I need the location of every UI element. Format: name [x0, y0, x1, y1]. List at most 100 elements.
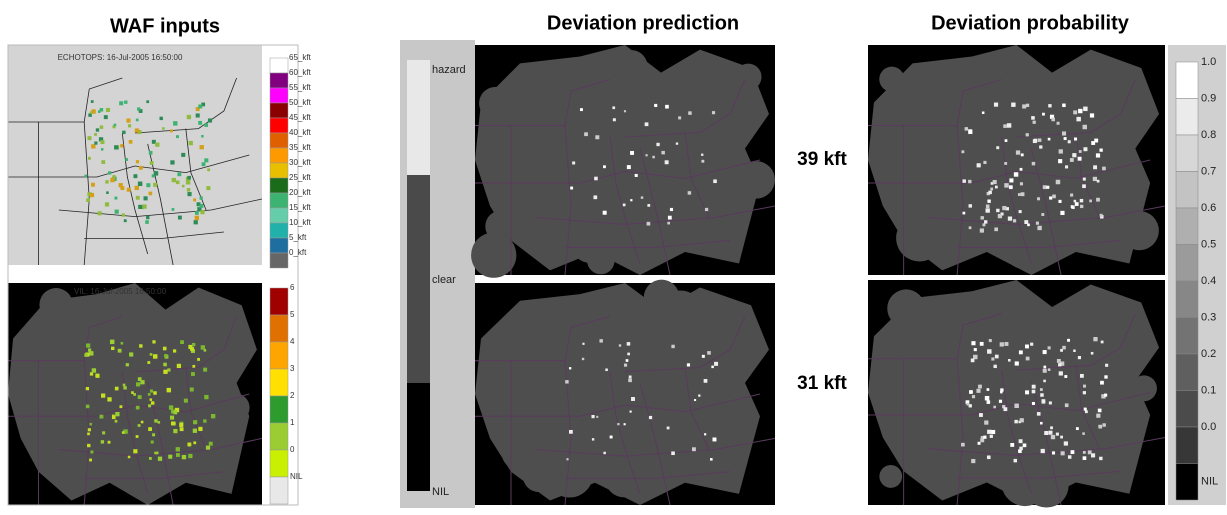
weather-cell [1058, 159, 1062, 163]
weather-cell [136, 160, 139, 163]
colorbar-segment [270, 238, 288, 253]
weather-cell [1003, 124, 1007, 128]
weather-cell [613, 118, 616, 121]
weather-cell [198, 104, 202, 108]
weather-cell [150, 353, 153, 356]
coverage-lobe [1000, 312, 1021, 333]
weather-cell [1093, 177, 1097, 181]
colorbar-segment [1176, 245, 1198, 282]
weather-cell [1002, 206, 1006, 210]
weather-cell [91, 183, 95, 187]
weather-cell [654, 104, 657, 107]
weather-cell [630, 411, 632, 413]
weather-cell [163, 370, 167, 374]
weather-cell [162, 127, 165, 130]
weather-cell [1004, 183, 1008, 187]
weather-cell [1060, 436, 1063, 439]
weather-cell [667, 222, 670, 225]
colorbar-label: 35_kft [289, 143, 312, 152]
weather-cell [1032, 402, 1035, 405]
weather-cell [982, 111, 985, 114]
weather-cell [670, 208, 673, 211]
colorbar-label: NIL [290, 472, 303, 481]
weather-cell [108, 171, 111, 174]
weather-cell [114, 197, 117, 200]
weather-cell [1004, 342, 1008, 346]
colorbar-segment [270, 450, 288, 477]
weather-cell [1073, 110, 1077, 114]
weather-cell [115, 412, 119, 416]
weather-cell [86, 343, 90, 347]
weather-cell [1014, 420, 1017, 423]
weather-cell [1090, 113, 1094, 117]
weather-cell [1052, 451, 1055, 454]
weather-cell [1082, 432, 1085, 435]
weather-cell [92, 368, 96, 372]
weather-cell [1064, 375, 1067, 378]
weather-cell [119, 101, 123, 105]
weather-cell [138, 205, 142, 209]
weather-cell [88, 157, 91, 160]
weather-cell [971, 341, 975, 345]
weather-cell [565, 380, 568, 383]
weather-cell [603, 165, 606, 168]
weather-cell [570, 187, 573, 190]
weather-cell [1056, 433, 1059, 436]
weather-cell [167, 368, 170, 371]
weather-cell [649, 416, 652, 419]
weather-cell [1016, 150, 1020, 154]
weather-cell [969, 390, 973, 394]
weather-cell [1023, 443, 1027, 447]
weather-cell [139, 344, 142, 347]
coverage-lobe [640, 91, 687, 138]
weather-cell [1043, 380, 1046, 383]
weather-cell [1068, 140, 1071, 143]
weather-cell [628, 378, 632, 382]
weather-cell [1058, 200, 1061, 203]
weather-cell [140, 380, 144, 384]
weather-cell [1013, 219, 1016, 222]
weather-cell [153, 183, 157, 187]
weather-cell [104, 115, 108, 119]
weather-cell [1102, 167, 1106, 171]
weather-cell [987, 455, 991, 459]
weather-cell [645, 154, 647, 156]
map [8, 283, 262, 505]
colorbar-segment [1176, 354, 1198, 391]
weather-cell [154, 419, 157, 422]
weather-cell [184, 399, 188, 403]
weather-cell [965, 127, 968, 130]
weather-cell [196, 113, 200, 117]
weather-cell [1060, 211, 1064, 215]
weather-cell [1100, 381, 1104, 385]
weather-cell [201, 345, 205, 349]
weather-cell [676, 142, 678, 144]
weather-cell [84, 353, 87, 356]
weather-cell [961, 150, 964, 153]
weather-cell [151, 441, 154, 444]
colorbar-segment [1176, 208, 1198, 245]
coverage-lobe [613, 177, 656, 220]
weather-cell [1056, 180, 1060, 184]
weather-cell [705, 208, 708, 211]
weather-cell [1078, 356, 1081, 359]
weather-cell [995, 355, 999, 359]
weather-cell [190, 347, 194, 351]
colorbar-label: 2 [290, 391, 295, 400]
weather-cell [710, 458, 713, 461]
weather-cell [152, 340, 155, 343]
coverage-lobe [667, 335, 697, 365]
weather-cell [1021, 153, 1024, 156]
weather-cell [195, 216, 199, 220]
weather-cell [206, 446, 210, 450]
coverage-lobe [1108, 366, 1130, 388]
coverage-lobe [737, 161, 775, 199]
weather-cell [995, 186, 998, 189]
weather-cell [1043, 366, 1046, 369]
weather-cell [133, 393, 136, 396]
weather-cell [153, 354, 157, 358]
colorbar-label: NIL [1201, 475, 1218, 487]
weather-cell [144, 196, 148, 200]
weather-cell [1057, 122, 1060, 125]
weather-cell [990, 435, 993, 438]
